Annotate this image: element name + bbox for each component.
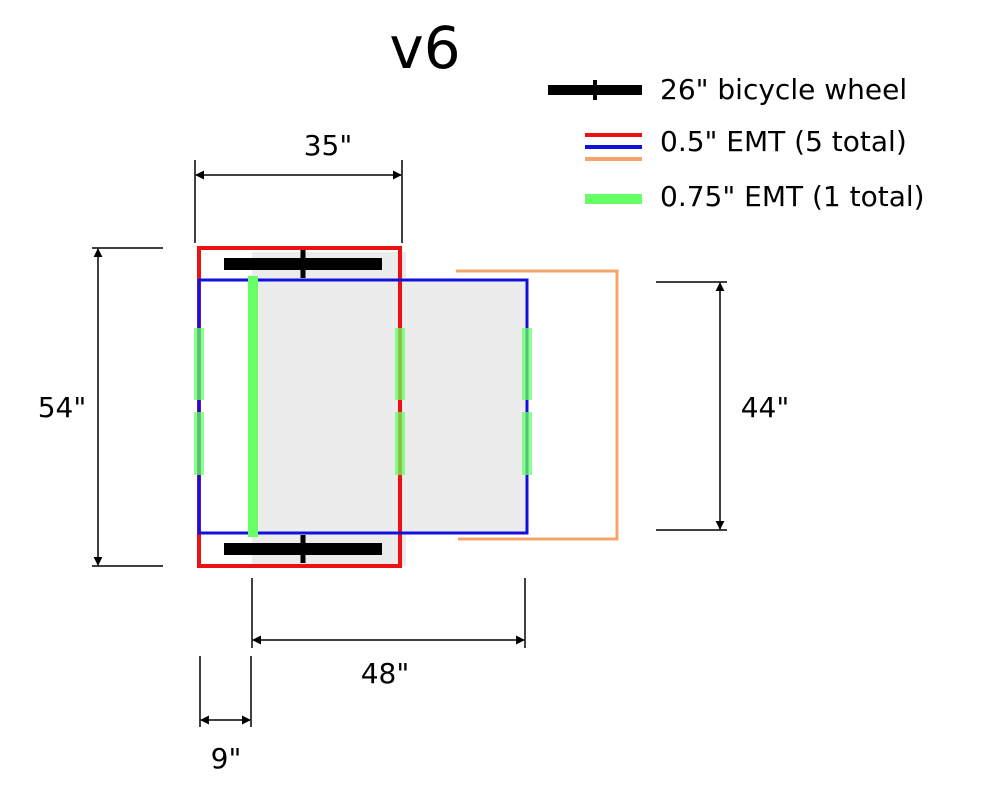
- legend-label-emt-half: 0.5" EMT (5 total): [660, 125, 907, 158]
- dimension-label-frame-length: 54": [38, 391, 87, 424]
- emt-half-inch-swatch-icon: [585, 133, 642, 161]
- wheel-swatch-icon: [548, 80, 642, 100]
- dimension-label-extension-length: 48": [361, 657, 410, 690]
- orange-frame: [456, 269, 619, 541]
- dimension-label-offset: 9": [211, 742, 242, 775]
- dimension-offset: 9": [199, 656, 252, 775]
- green-tubes: [194, 276, 532, 537]
- legend: 26" bicycle wheel 0.5" EMT (5 total) 0.7…: [548, 73, 925, 213]
- dimension-frame-length: 54": [38, 247, 163, 567]
- wheel-top-icon: [224, 250, 382, 278]
- legend-label-wheel: 26" bicycle wheel: [660, 73, 907, 106]
- legend-item-wheel: 26" bicycle wheel: [548, 73, 907, 106]
- wheel-bottom-icon: [224, 535, 382, 563]
- legend-label-emt-three-quarter: 0.75" EMT (1 total): [660, 180, 925, 213]
- deck-panel-extension: [252, 280, 527, 533]
- dimension-label-frame-width: 35": [304, 129, 353, 162]
- legend-item-emt-three-quarter: 0.75" EMT (1 total): [585, 180, 925, 213]
- dimension-extension-width: 44": [656, 281, 790, 531]
- dimension-frame-width: 35": [194, 129, 403, 243]
- dimension-extension-length: 48": [251, 578, 526, 690]
- blue-frame: [197, 278, 529, 535]
- diagram-title: v6: [389, 14, 460, 82]
- dimension-label-extension-width: 44": [741, 391, 790, 424]
- legend-item-emt-half: 0.5" EMT (5 total): [585, 125, 907, 161]
